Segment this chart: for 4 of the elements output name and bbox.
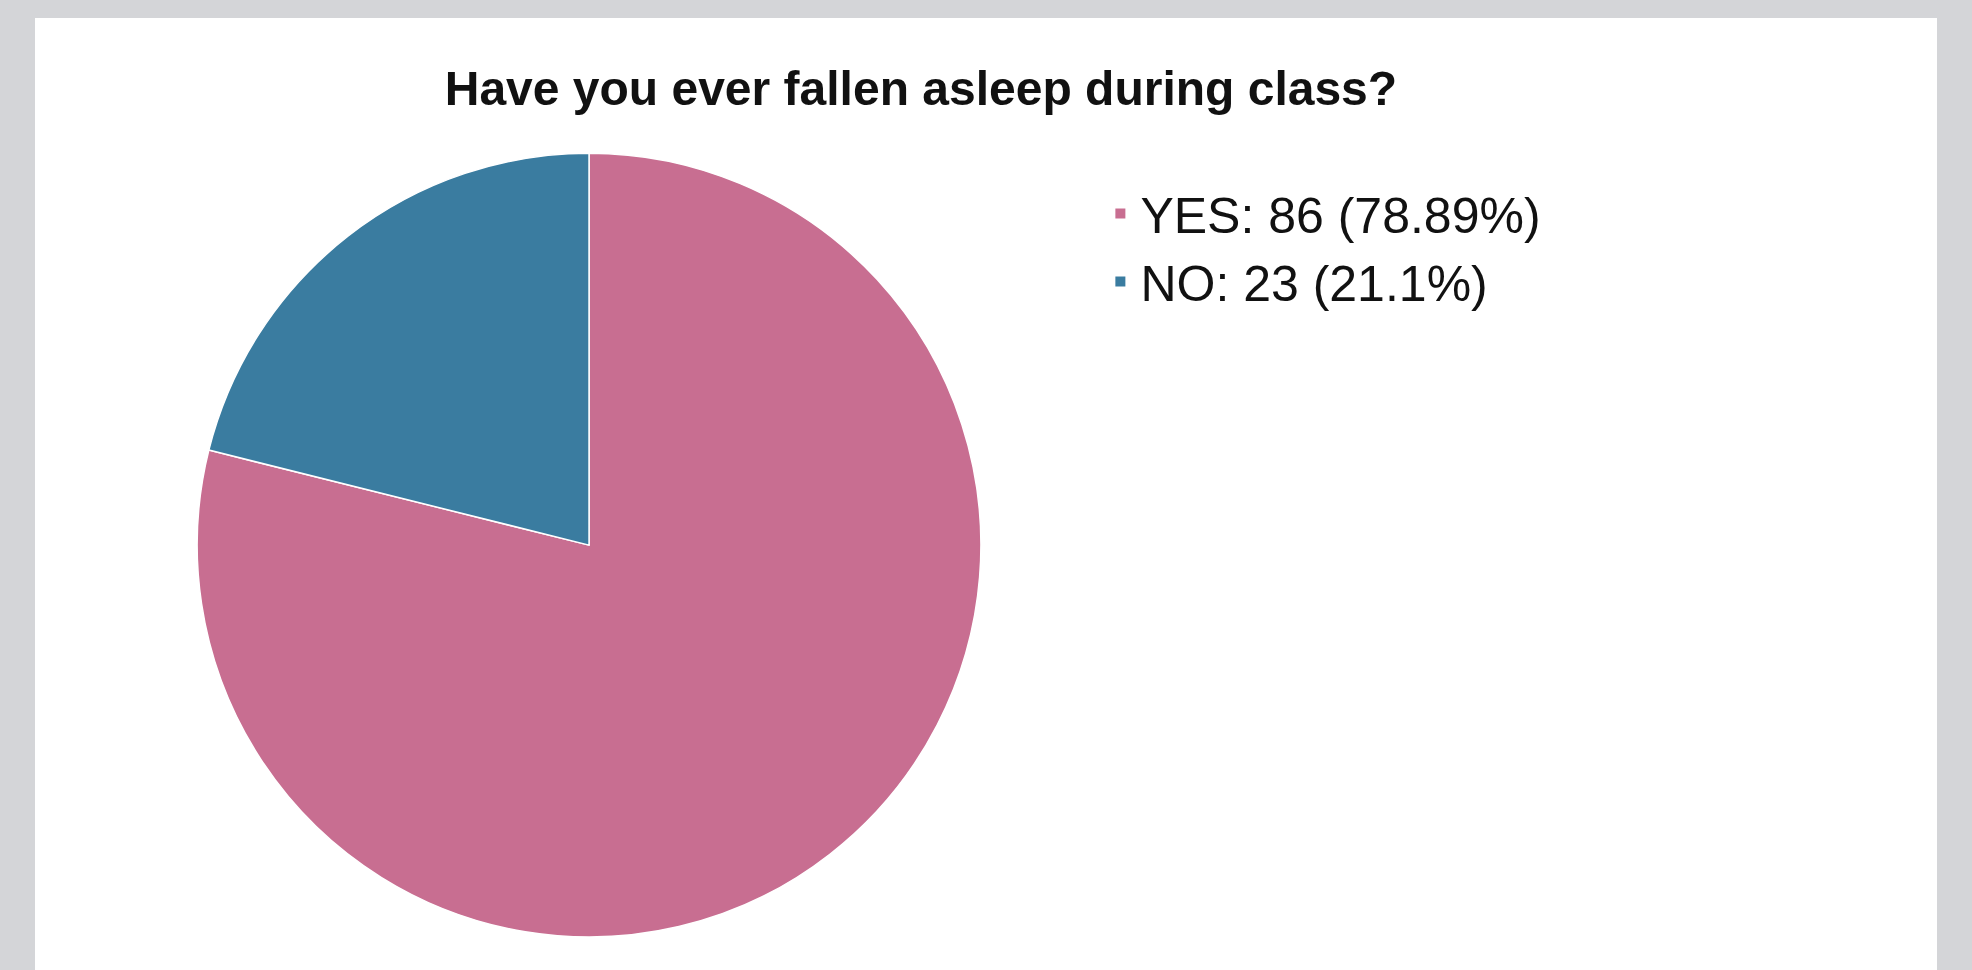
legend-label: YES: 86 (78.89%)	[1140, 188, 1541, 245]
legend-label: NO: 23 (21.1%)	[1140, 256, 1488, 313]
pie-slice	[196, 152, 982, 938]
chart-title: Have you ever fallen asleep during class?	[444, 62, 1398, 116]
